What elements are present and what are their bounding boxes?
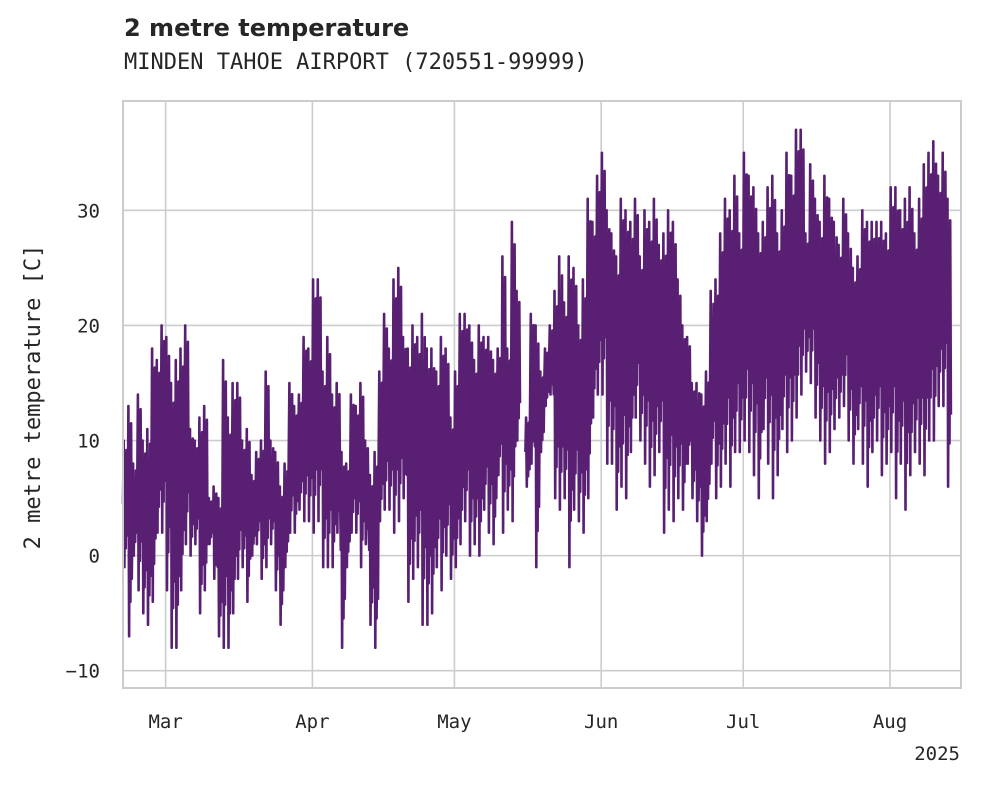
y-tick-label: −10	[66, 661, 100, 683]
x-tick-label: Apr	[295, 711, 329, 733]
series-line	[121, 128, 953, 649]
chart-title: 2 metre temperature	[124, 14, 410, 42]
x-tick-label: Jun	[584, 711, 618, 733]
year-label: 2025	[914, 743, 960, 765]
x-tick-label: Jul	[726, 711, 760, 733]
x-tick-label: Aug	[873, 711, 907, 733]
plot-frame	[122, 100, 962, 689]
y-axis-label: 2 metre temperature [C]	[21, 245, 46, 550]
x-tick-label: May	[437, 711, 471, 733]
tick-labels: −10 0 10 20 30 Mar Apr May Jun Jul Aug	[66, 200, 907, 733]
y-tick-label: 20	[77, 315, 100, 337]
chart-subtitle: MINDEN TAHOE AIRPORT (720551-99999)	[124, 50, 588, 75]
y-tick-label: 0	[89, 546, 100, 568]
y-tick-label: 10	[77, 431, 100, 453]
y-tick-label: 30	[77, 200, 100, 222]
x-tick-label: Mar	[148, 711, 182, 733]
